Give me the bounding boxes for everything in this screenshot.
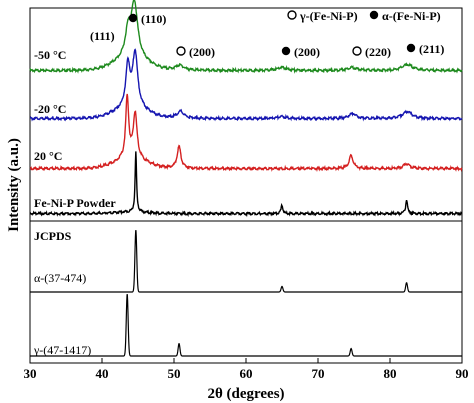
x-tick-label: 60 xyxy=(240,366,253,381)
legend-filled-circle-icon xyxy=(369,10,379,20)
series-line-0 xyxy=(29,0,463,74)
x-axis: 30 40 50 60 70 80 90 xyxy=(24,358,469,381)
series-label-gamma-ref: γ-(47-1417) xyxy=(33,343,91,357)
series-layer xyxy=(29,0,463,357)
peak-label: (200) xyxy=(294,45,320,59)
x-tick-label: 40 xyxy=(96,366,109,381)
reference-heading: JCPDS xyxy=(34,229,72,243)
peak-open-circle-icon xyxy=(352,46,362,56)
series-line-3 xyxy=(29,151,463,218)
peak-label: (200) xyxy=(189,45,215,59)
peak-label: (211) xyxy=(419,42,444,56)
x-tick-label: 30 xyxy=(24,366,37,381)
x-tick-label: 70 xyxy=(312,366,325,381)
series-label-powder: Fe-Ni-P Powder xyxy=(34,196,116,210)
peak-annotations: (111) (110) (200) (200) (220) (211) xyxy=(90,12,444,59)
reference-line-1 xyxy=(30,294,462,357)
x-tick-label: 50 xyxy=(168,366,181,381)
series-line-1 xyxy=(29,48,463,122)
peak-label: (220) xyxy=(365,45,391,59)
x-tick-label: 80 xyxy=(384,366,397,381)
peak-open-circle-icon xyxy=(176,46,186,56)
plot-frame xyxy=(29,7,463,364)
series-line-2 xyxy=(29,93,463,172)
series-label-alpha-ref: α-(37-474) xyxy=(34,271,86,285)
x-tick-label: 90 xyxy=(456,366,469,381)
legend-open-circle-icon xyxy=(287,10,297,20)
legend: γ-(Fe-Ni-P) α-(Fe-Ni-P) xyxy=(287,9,441,23)
legend-gamma-label: γ-(Fe-Ni-P) xyxy=(299,9,358,23)
y-axis-title: Intensity (a.u.) xyxy=(6,138,22,232)
x-axis-title: 2θ (degrees) xyxy=(207,386,284,402)
peak-label: (110) xyxy=(141,12,166,26)
peak-filled-circle-icon xyxy=(406,43,416,53)
series-label-minus50: -50 °C xyxy=(34,48,66,62)
reference-line-0 xyxy=(30,230,462,293)
series-label-20: 20 °C xyxy=(34,149,62,163)
peak-filled-circle-icon xyxy=(128,13,138,23)
series-label-minus20: -20 °C xyxy=(34,102,66,116)
peak-label: (111) xyxy=(90,29,115,43)
peak-filled-circle-icon xyxy=(281,46,291,56)
legend-alpha-label: α-(Fe-Ni-P) xyxy=(382,9,441,23)
